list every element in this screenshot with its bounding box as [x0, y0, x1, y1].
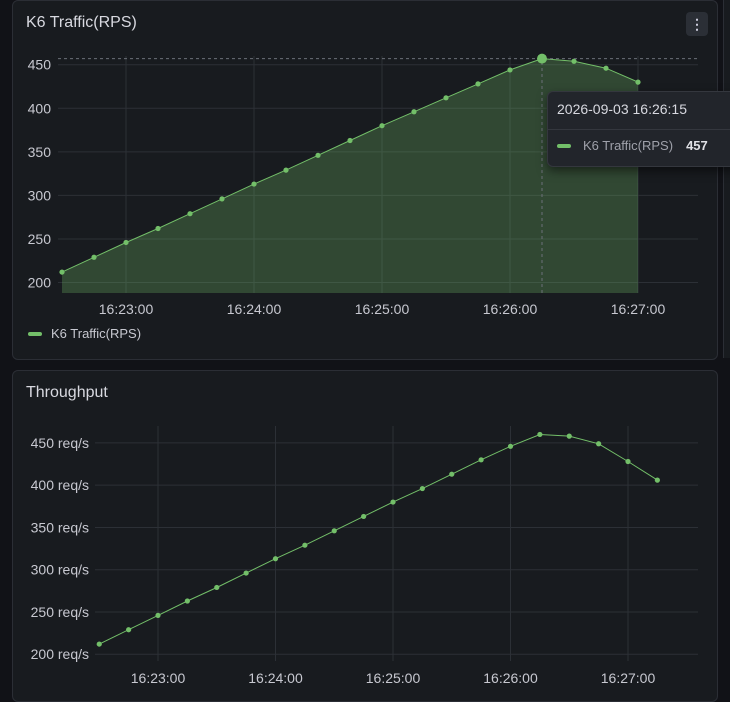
panel-title: Throughput — [26, 384, 108, 401]
x-tick-label: 16:24:00 — [227, 301, 282, 317]
y-tick-label: 350 — [28, 144, 52, 160]
data-point — [91, 254, 97, 260]
data-point — [625, 458, 631, 465]
x-tick-label: 16:26:00 — [483, 670, 538, 686]
y-tick-label: 450 — [28, 57, 52, 73]
tooltip-row: K6 Traffic(RPS) 457 — [557, 138, 708, 153]
y-tick-label: 200 — [28, 275, 52, 291]
panel-title: K6 Traffic(RPS) — [26, 14, 137, 31]
y-tick-label: 350 req/s — [31, 519, 89, 535]
data-point — [123, 239, 129, 246]
data-point — [302, 542, 308, 548]
k6-traffic-chart[interactable]: 200 250 300 350 400 450 16:23:00 16:24:00 16:25:… — [13, 1, 717, 359]
data-point — [155, 612, 161, 618]
x-tick-label: 16:24:00 — [248, 670, 303, 686]
tooltip-swatch — [557, 143, 571, 148]
data-point — [654, 477, 660, 483]
x-tick-label: 16:25:00 — [366, 670, 421, 686]
data-point — [126, 627, 132, 633]
x-tick-label: 16:23:00 — [131, 670, 186, 686]
throughput-chart[interactable]: 200 req/s 250 req/s 300 req/s 350 req/s 400 … — [13, 371, 717, 701]
data-point — [419, 485, 425, 492]
data-point — [449, 471, 455, 477]
series-line — [99, 433, 658, 645]
data-point — [283, 167, 289, 173]
data-point — [443, 95, 449, 101]
throughput-panel: Throughput 200 req/s 250 req/s 300 req/s 35… — [12, 370, 718, 702]
legend-label: K6 Traffic(RPS) — [51, 326, 142, 341]
data-point — [475, 81, 481, 87]
x-tick-label: 16:27:00 — [611, 301, 666, 317]
tooltip-series-name: K6 Traffic(RPS) — [583, 138, 674, 153]
y-tick-label: 250 — [28, 231, 52, 247]
data-point — [411, 109, 417, 115]
x-tick-label: 16:23:00 — [99, 301, 154, 317]
y-tick-label: 450 req/s — [31, 435, 89, 451]
chart-tooltip: 2026-09-03 16:26:15 K6 Traffic(RPS) 457 — [547, 91, 730, 167]
data-point — [507, 67, 513, 73]
data-point — [96, 641, 102, 647]
y-tick-label: 200 req/s — [31, 646, 89, 662]
data-point — [537, 431, 543, 438]
x-tick-label: 16:27:00 — [601, 670, 656, 686]
data-point — [390, 499, 396, 505]
adjacent-panel-edge — [723, 0, 730, 358]
k6-traffic-panel: K6 Traffic(RPS) ⋮ 200 250 300 350 400 450 16:2… — [12, 0, 718, 360]
data-point — [219, 196, 225, 202]
x-tick-label: 16:25:00 — [355, 301, 410, 317]
hover-point — [537, 53, 547, 64]
data-point — [251, 181, 257, 187]
data-point — [243, 570, 249, 576]
data-point — [507, 443, 514, 449]
data-point — [331, 528, 337, 534]
legend-swatch — [28, 331, 42, 336]
y-tick-label: 400 req/s — [31, 477, 89, 493]
tooltip-time: 2026-09-03 16:26:15 — [557, 101, 687, 117]
data-point — [315, 152, 321, 158]
data-point — [379, 123, 385, 129]
tooltip-value: 457 — [686, 138, 708, 153]
data-point — [155, 225, 161, 232]
y-tick-label: 300 req/s — [31, 562, 89, 578]
data-point — [272, 556, 279, 562]
tooltip-divider — [548, 129, 730, 130]
y-tick-label: 400 — [28, 100, 52, 116]
kebab-menu-icon: ⋮ — [690, 16, 704, 32]
x-tick-label: 16:26:00 — [483, 301, 538, 317]
data-point — [184, 598, 190, 604]
data-point — [571, 58, 577, 64]
data-point — [478, 457, 484, 463]
y-tick-label: 250 req/s — [31, 604, 89, 620]
y-tick-label: 300 — [28, 187, 52, 203]
data-point — [635, 79, 641, 85]
data-point — [214, 584, 220, 591]
data-point — [59, 269, 65, 275]
data-point — [347, 137, 353, 144]
data-point — [603, 65, 609, 71]
data-point — [187, 211, 193, 217]
legend-item[interactable]: K6 Traffic(RPS) — [28, 326, 141, 341]
panel-menu-button[interactable]: ⋮ — [686, 12, 708, 36]
data-point — [596, 441, 602, 447]
data-point — [361, 513, 367, 520]
series-area — [62, 58, 638, 293]
data-point — [566, 433, 572, 439]
